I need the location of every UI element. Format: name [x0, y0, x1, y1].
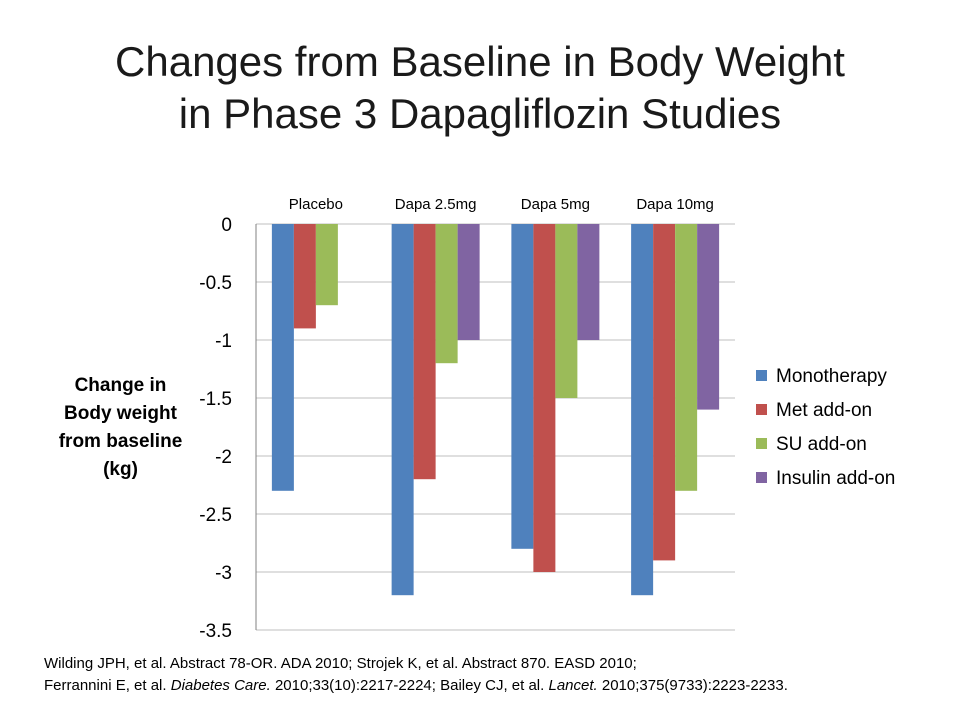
bar-monotherapy [391, 224, 414, 596]
legend-swatch [756, 472, 767, 483]
bar-met-add-on [413, 224, 436, 480]
category-label: Dapa 10mg [636, 196, 714, 213]
category-label: Dapa 5mg [521, 196, 590, 213]
legend-label: SU add-on [776, 434, 867, 455]
y-axis-label: Change in Body weight from baseline (kg) [38, 372, 203, 484]
legend-swatch [756, 404, 767, 415]
legend-swatch [756, 438, 767, 449]
y-tick-label: -2.5 [199, 505, 232, 526]
y-tick-label: -3 [215, 563, 232, 584]
bar-monotherapy [511, 224, 534, 549]
y-axis-label-line: Change in [74, 375, 167, 396]
legend-label: Insulin add-on [776, 468, 895, 489]
bar-insulin-add-on [577, 224, 600, 340]
citation: Wilding JPH, et al. Abstract 78-OR. ADA … [44, 653, 944, 697]
bar-met-add-on [293, 224, 316, 329]
citation-line-1: Wilding JPH, et al. Abstract 78-OR. ADA … [44, 655, 637, 672]
category-label: Placebo [289, 196, 343, 213]
y-tick-label: -0.5 [199, 273, 232, 294]
slide-title: Changes from Baseline in Body Weight in … [0, 36, 960, 140]
legend-swatch [756, 370, 767, 381]
legend-label: Met add-on [776, 400, 872, 421]
bar-su-add-on [675, 224, 698, 491]
bar-su-add-on [555, 224, 578, 398]
bar-insulin-add-on [697, 224, 720, 410]
title-line-1: Changes from Baseline in Body Weight [115, 38, 845, 85]
bar-su-add-on [315, 224, 338, 306]
y-tick-label: -3.5 [199, 621, 232, 642]
legend-label: Monotherapy [776, 366, 887, 387]
bar-monotherapy [271, 224, 294, 491]
y-axis-label-line: from baseline [58, 431, 183, 452]
y-tick-label: -2 [215, 447, 232, 468]
y-axis-label-line: Body weight [64, 403, 177, 424]
bar-met-add-on [653, 224, 676, 561]
title-line-2: in Phase 3 Dapagliflozin Studies [178, 90, 782, 137]
citation-text: 2010;33(10):2217-2224; Bailey CJ, et al. [270, 677, 549, 694]
citation-text: Ferrannini E, et al. [44, 677, 171, 694]
category-label: Dapa 2.5mg [395, 196, 477, 213]
y-tick-label: 0 [221, 215, 232, 236]
bar-monotherapy [631, 224, 654, 596]
y-tick-label: -1 [215, 331, 232, 352]
y-tick-label: -1.5 [199, 389, 232, 410]
citation-line-2: Ferrannini E, et al. Diabetes Care. 2010… [44, 675, 944, 697]
journal-name: Lancet. [548, 677, 598, 694]
bar-insulin-add-on [457, 224, 480, 340]
y-axis-label-line: (kg) [103, 459, 138, 480]
citation-text: 2010;375(9733):2223-2233. [597, 677, 788, 694]
bar-met-add-on [533, 224, 556, 572]
journal-name: Diabetes Care. [170, 677, 271, 694]
bar-su-add-on [435, 224, 458, 364]
